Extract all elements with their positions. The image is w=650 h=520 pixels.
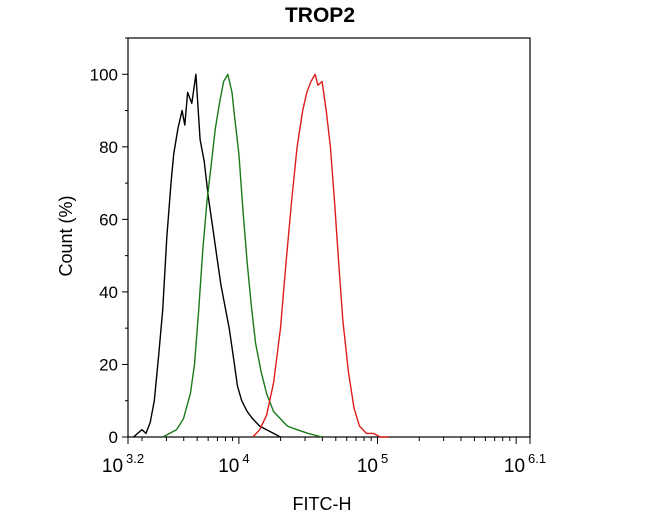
y-tick-label: 100	[90, 65, 118, 84]
x-tick-label: 10 3.2	[102, 451, 144, 477]
x-tick-label: 10 4	[218, 451, 249, 477]
x-axis: 10 3.2 10 4 10 5 10 6.1	[102, 437, 546, 477]
x-axis-label: FITC-H	[293, 494, 352, 514]
y-tick-label: 20	[99, 355, 118, 374]
histogram-series-1	[133, 73, 281, 438]
y-axis: 0 20 40 60 80 100	[90, 37, 128, 447]
plot-border	[127, 37, 531, 438]
histogram-series-2	[162, 73, 323, 438]
x-tick-label: 10 5	[357, 451, 388, 477]
chart-title: TROP2	[285, 4, 355, 27]
y-axis-label: Count (%)	[56, 195, 76, 276]
series-layer	[133, 73, 389, 438]
histogram-series-3	[252, 73, 389, 438]
y-tick-label: 0	[109, 428, 118, 447]
plot-frame	[127, 37, 531, 438]
y-tick-label: 60	[99, 210, 118, 229]
y-tick-label: 40	[99, 283, 118, 302]
y-tick-label: 80	[99, 138, 118, 157]
x-tick-label: 10 6.1	[504, 451, 546, 477]
